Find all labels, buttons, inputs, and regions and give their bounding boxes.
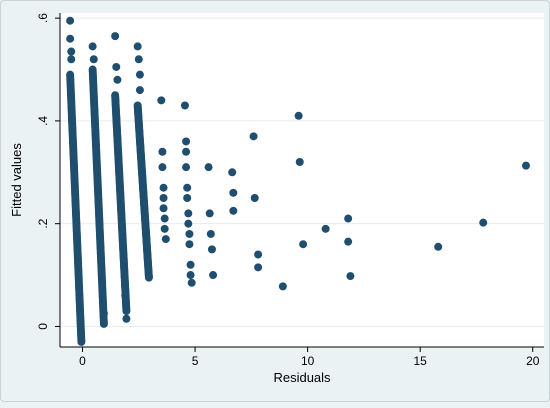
y-tick-label: .6 xyxy=(36,13,50,23)
data-point xyxy=(158,147,167,156)
data-point xyxy=(144,273,153,282)
data-point xyxy=(249,132,258,141)
data-point xyxy=(133,42,142,51)
data-point xyxy=(135,70,144,79)
data-point xyxy=(254,263,263,272)
data-point xyxy=(254,250,263,259)
data-point xyxy=(112,62,121,71)
data-point xyxy=(186,271,195,280)
data-point xyxy=(160,224,169,233)
data-point xyxy=(66,16,75,25)
data-point xyxy=(67,47,76,56)
data-point xyxy=(229,206,238,215)
data-point xyxy=(157,96,166,105)
data-point xyxy=(121,291,130,300)
data-point xyxy=(184,209,193,218)
axes xyxy=(59,13,544,348)
x-tick-label: 5 xyxy=(192,354,199,368)
data-point xyxy=(159,204,168,213)
data-point xyxy=(99,319,108,328)
y-ticks: 0 .2 .4 .6 xyxy=(36,13,60,330)
x-tick-label: 15 xyxy=(414,354,428,368)
data-point xyxy=(185,240,194,249)
data-point xyxy=(346,272,355,281)
data-point xyxy=(299,240,308,249)
data-point xyxy=(159,193,168,202)
data-point xyxy=(321,224,330,233)
data-point xyxy=(204,163,213,172)
data-point xyxy=(183,183,192,192)
data-point xyxy=(66,34,75,43)
data-point xyxy=(183,193,192,202)
data-point xyxy=(180,101,189,110)
data-point xyxy=(135,86,144,95)
data-point xyxy=(206,229,215,238)
data-point xyxy=(294,111,303,120)
data-point xyxy=(161,235,170,244)
data-point xyxy=(182,163,191,172)
plot-area xyxy=(60,13,544,347)
data-point xyxy=(250,193,259,202)
data-point xyxy=(228,168,237,177)
x-axis-label: Residuals xyxy=(273,370,331,385)
data-point xyxy=(344,237,353,246)
data-point xyxy=(229,188,238,197)
data-point xyxy=(77,337,86,346)
data-point xyxy=(99,309,108,318)
x-tick-label: 10 xyxy=(301,354,315,368)
data-point xyxy=(122,314,131,323)
y-axis-label: Fitted values xyxy=(9,143,24,217)
data-point xyxy=(122,307,131,316)
data-point xyxy=(186,260,195,269)
data-point xyxy=(479,218,488,227)
data-point xyxy=(160,214,169,223)
y-tick-label: .4 xyxy=(36,116,50,126)
data-point xyxy=(184,219,193,228)
y-tick-label: 0 xyxy=(36,323,50,330)
data-point xyxy=(67,55,76,64)
data-point xyxy=(344,214,353,223)
data-point xyxy=(295,158,304,167)
data-point xyxy=(278,282,287,291)
data-point xyxy=(205,209,214,218)
data-point xyxy=(207,245,216,254)
data-point xyxy=(187,278,196,287)
data-point xyxy=(182,137,191,146)
data-point xyxy=(88,42,97,51)
x-tick-label: 0 xyxy=(79,354,86,368)
y-tick-label: .2 xyxy=(36,218,50,228)
data-point xyxy=(185,229,194,238)
data-point xyxy=(159,183,168,192)
data-point xyxy=(521,161,530,170)
data-point xyxy=(182,147,191,156)
data-point xyxy=(158,163,167,172)
data-point xyxy=(434,242,443,251)
data-point xyxy=(209,271,218,280)
data-point xyxy=(113,75,122,84)
data-point xyxy=(111,32,120,41)
data-point xyxy=(89,55,98,64)
x-ticks: 0 5 10 15 20 xyxy=(79,347,540,368)
x-tick-label: 20 xyxy=(526,354,540,368)
data-points xyxy=(66,16,530,346)
data-point xyxy=(134,55,143,64)
